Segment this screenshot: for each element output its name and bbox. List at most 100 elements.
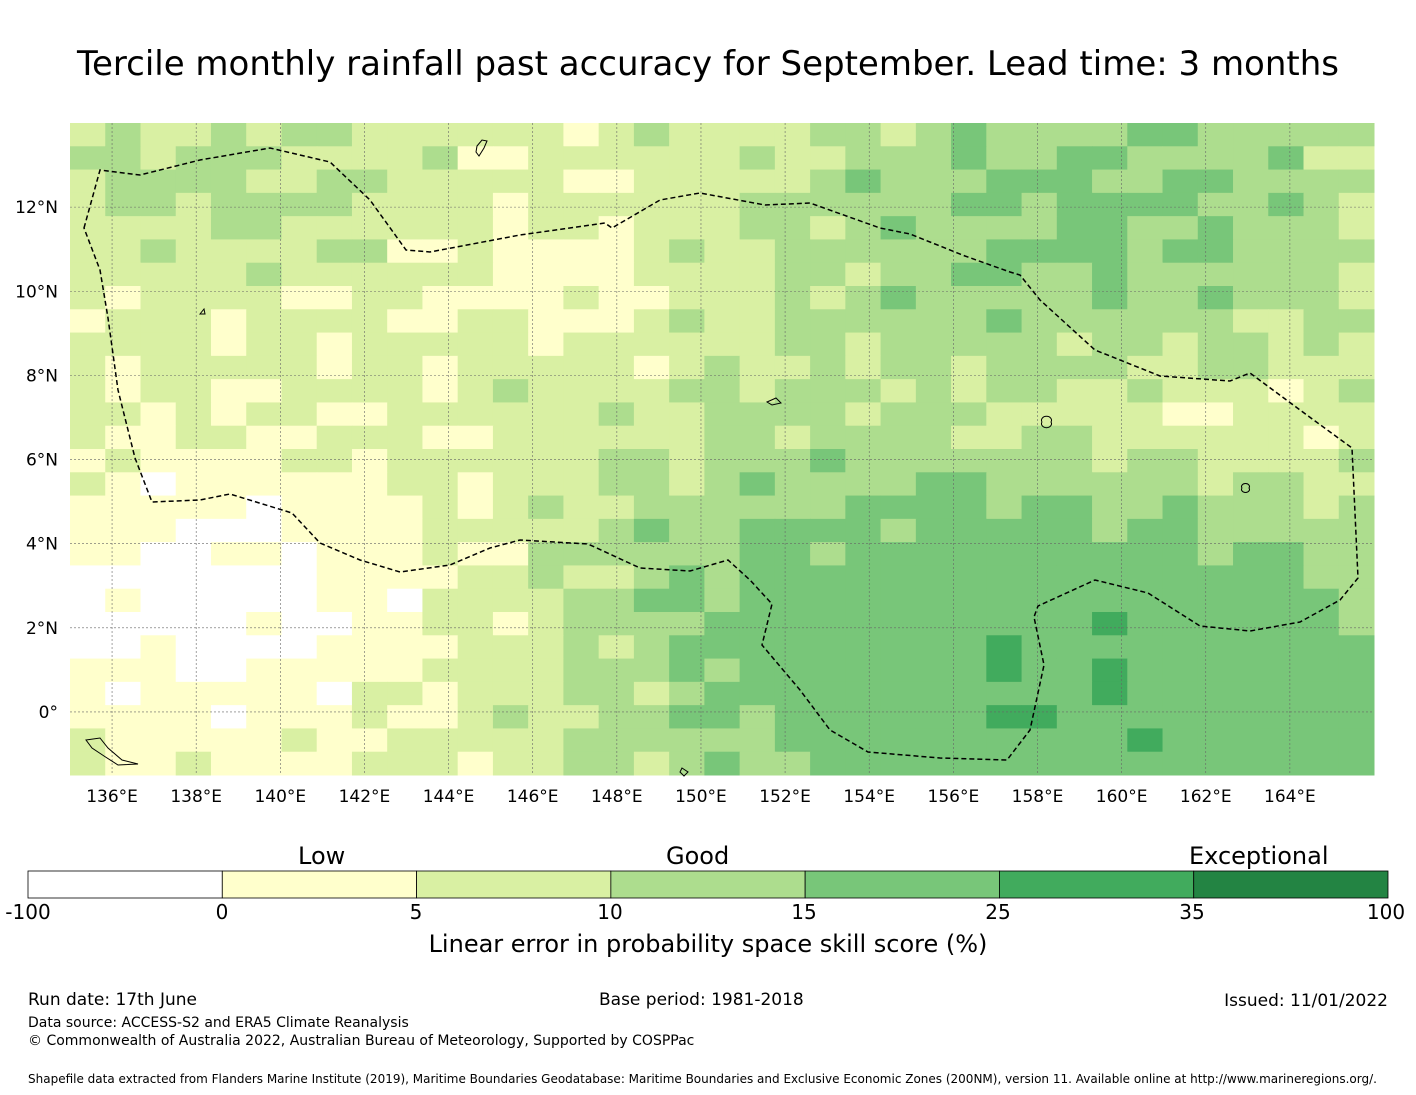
skill-cell: [1268, 588, 1305, 613]
skill-cell: [281, 542, 318, 566]
skill-cell: [633, 705, 670, 729]
skill-cell: [704, 355, 741, 380]
skill-cell: [1092, 239, 1128, 264]
skill-cell: [704, 518, 741, 543]
skill-cell: [281, 379, 318, 403]
skill-cell: [1233, 518, 1269, 543]
skill-cell: [633, 239, 670, 264]
skill-cell: [246, 169, 282, 194]
skill-cell: [1338, 355, 1375, 380]
skill-cell: [1056, 286, 1093, 310]
skill-cell: [880, 565, 917, 590]
skill-cell: [1197, 425, 1234, 450]
skill-cell: [1021, 588, 1058, 613]
skill-cell: [1092, 565, 1128, 590]
skill-cell: [528, 518, 564, 543]
skill-cell: [422, 239, 459, 264]
skill-cell: [739, 565, 776, 590]
skill-cell: [1197, 262, 1234, 287]
skill-cell: [246, 123, 282, 147]
skill-cell: [739, 658, 776, 683]
skill-cell: [633, 309, 670, 334]
skill-cell: [1233, 495, 1269, 520]
skill-cell: [175, 309, 212, 334]
skill-cell: [915, 123, 952, 147]
skill-cell: [140, 472, 177, 497]
skill-cell: [1197, 355, 1234, 380]
skill-cell: [210, 309, 247, 334]
skill-cell: [1197, 635, 1234, 660]
skill-cell: [492, 379, 529, 403]
skill-cell: [1197, 565, 1234, 590]
skill-cell: [70, 355, 106, 380]
skill-cell: [704, 309, 741, 334]
skill-cell: [175, 612, 212, 636]
skill-cell: [704, 379, 741, 403]
skill-cell: [140, 216, 177, 240]
skill-cell: [105, 332, 141, 357]
skill-cell: [598, 635, 635, 660]
skill-cell: [739, 472, 776, 497]
skill-cell: [704, 216, 741, 240]
skill-cell: [70, 449, 106, 473]
skill-cell: [175, 542, 212, 566]
skill-cell: [492, 635, 529, 660]
skill-cell: [1056, 449, 1093, 473]
skill-cell: [810, 635, 846, 660]
skill-cell: [175, 751, 212, 776]
skill-cell: [739, 123, 776, 147]
skill-cell: [281, 728, 318, 753]
colorbar-segment: [999, 870, 1195, 899]
skill-cell: [1303, 192, 1340, 217]
lon-tick-label: 150°E: [675, 787, 727, 807]
skill-cell: [1303, 612, 1340, 636]
skill-cell: [598, 192, 635, 217]
skill-cell: [1338, 635, 1375, 660]
skill-cell: [598, 355, 635, 380]
skill-cell: [210, 472, 247, 497]
skill-grid-cells: [70, 123, 1375, 776]
skill-cell: [1197, 286, 1234, 310]
skill-cell: [1233, 751, 1269, 776]
skill-cell: [457, 379, 494, 403]
skill-cell: [845, 262, 882, 287]
skill-cell: [387, 332, 423, 357]
skill-cell: [845, 472, 882, 497]
skill-cell: [492, 123, 529, 147]
skill-cell: [563, 751, 600, 776]
skill-cell: [246, 449, 282, 473]
skill-cell: [175, 123, 212, 147]
skill-cell: [1268, 239, 1305, 264]
skill-cell: [563, 332, 600, 357]
skill-cell: [633, 518, 670, 543]
skill-cell: [739, 495, 776, 520]
skill-cell: [1268, 449, 1305, 473]
skill-cell: [633, 472, 670, 497]
skill-cell: [281, 705, 318, 729]
skill-cell: [986, 681, 1023, 706]
skill-cell: [774, 728, 811, 753]
skill-cell: [351, 146, 388, 171]
skill-cell: [986, 402, 1023, 427]
skill-cell: [845, 239, 882, 264]
skill-cell: [1303, 542, 1340, 566]
skill-cell: [246, 472, 282, 497]
skill-cell: [704, 402, 741, 427]
skill-cell: [351, 216, 388, 240]
skill-cell: [669, 402, 705, 427]
skill-cell: [140, 192, 177, 217]
skill-cell: [316, 658, 353, 683]
skill-cell: [281, 332, 318, 357]
skill-cell: [457, 449, 494, 473]
skill-cell: [105, 216, 141, 240]
skill-cell: [774, 355, 811, 380]
issued-date: Issued: 11/01/2022: [1224, 991, 1388, 1011]
skill-cell: [246, 705, 282, 729]
skill-cell: [633, 542, 670, 566]
skill-cell: [70, 192, 106, 217]
skill-cell: [951, 472, 987, 497]
skill-cell: [528, 542, 564, 566]
skill-cell: [281, 309, 318, 334]
skill-cell: [951, 612, 987, 636]
skill-cell: [1197, 123, 1234, 147]
